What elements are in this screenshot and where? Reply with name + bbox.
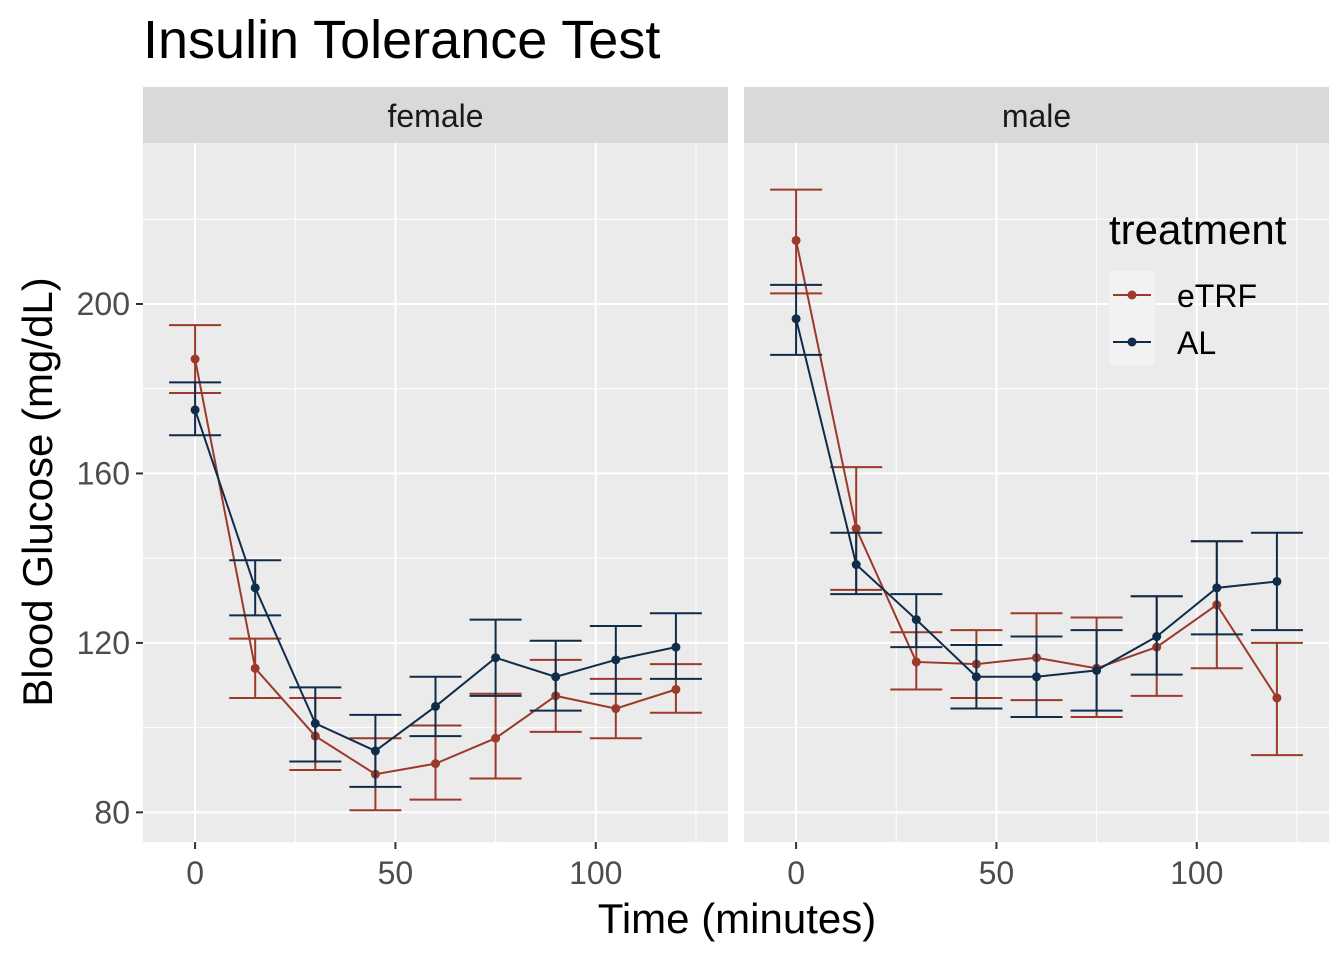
data-point-AL — [551, 672, 561, 682]
x-tick-label: 50 — [378, 855, 414, 891]
legend-key-point-eTRF — [1127, 290, 1137, 300]
data-point-eTRF — [611, 704, 621, 714]
chart-title: Insulin Tolerance Test — [143, 10, 660, 70]
legend: treatment eTRF AL — [1109, 206, 1287, 365]
data-point-AL — [791, 314, 801, 324]
data-point-AL — [1092, 665, 1102, 675]
data-point-AL — [491, 653, 501, 663]
strip-female — [143, 87, 728, 143]
legend-label-eTRF: eTRF — [1177, 278, 1257, 314]
y-tick-label: 160 — [77, 455, 130, 491]
data-point-AL — [671, 642, 681, 652]
x-tick-label: 0 — [186, 855, 204, 891]
legend-key-point-AL — [1127, 337, 1137, 347]
data-point-AL — [851, 560, 861, 570]
data-point-eTRF — [671, 684, 681, 694]
data-point-eTRF — [190, 354, 200, 364]
data-point-AL — [190, 405, 200, 415]
x-axis-title: Time (minutes) — [598, 895, 876, 942]
data-point-AL — [1032, 672, 1041, 682]
legend-label-AL: AL — [1177, 325, 1216, 361]
data-point-eTRF — [851, 524, 861, 534]
y-tick-label: 80 — [94, 794, 130, 830]
x-tick-label: 0 — [787, 855, 805, 891]
axis-layer: 0 50 100 0 50 100 80 120 160 200 — [77, 286, 1224, 891]
panel-layer: female male — [143, 87, 1329, 842]
data-point-AL — [250, 583, 260, 593]
legend-title: treatment — [1109, 206, 1287, 253]
data-point-AL — [911, 615, 921, 625]
panel-female: female — [143, 87, 728, 842]
data-point-AL — [310, 718, 320, 728]
data-point-AL — [1272, 576, 1282, 586]
series-AL-male — [770, 283, 1303, 719]
panel-male: male — [744, 87, 1329, 842]
x-tick-label: 50 — [979, 855, 1015, 891]
legend-items: eTRF AL — [1113, 278, 1257, 361]
y-tick-label: 120 — [77, 625, 130, 661]
panel-background-male — [744, 143, 1329, 842]
data-point-AL — [971, 672, 981, 682]
data-point-eTRF — [250, 663, 260, 673]
data-point-AL — [1212, 583, 1222, 593]
data-point-AL — [1152, 632, 1162, 642]
y-tick-label: 200 — [77, 286, 130, 322]
legend-key-background — [1109, 271, 1155, 365]
series-AL-female — [169, 381, 702, 788]
data-point-AL — [611, 655, 621, 665]
y-axis-title: Blood Glucose (mg/dL) — [14, 277, 61, 707]
data-point-eTRF — [491, 733, 501, 743]
x-tick-label: 100 — [1170, 855, 1223, 891]
data-point-AL — [431, 701, 440, 711]
x-tick-label: 100 — [569, 855, 622, 891]
data-point-eTRF — [911, 657, 921, 667]
data-point-eTRF — [1272, 693, 1282, 703]
strip-label-female: female — [387, 98, 483, 134]
strip-male — [744, 87, 1329, 143]
data-point-eTRF — [431, 759, 440, 769]
data-point-eTRF — [791, 235, 801, 245]
strip-label-male: male — [1002, 98, 1071, 134]
data-point-AL — [370, 746, 380, 756]
series-eTRF-female — [169, 324, 702, 812]
